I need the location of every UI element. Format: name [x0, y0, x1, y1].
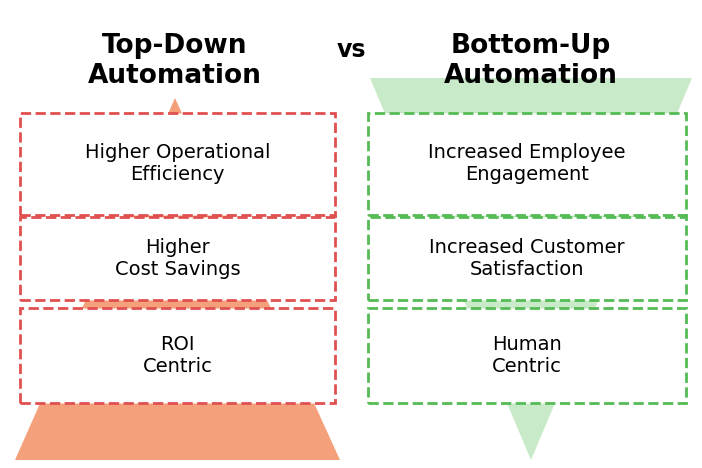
Bar: [20, 113, 335, 215]
Text: Increased Customer
Satisfaction: Increased Customer Satisfaction: [429, 238, 625, 279]
Text: Bottom-Up
Automation: Bottom-Up Automation: [444, 33, 618, 89]
Bar: [368, 217, 686, 300]
Bar: [368, 308, 686, 403]
Text: Higher Operational
Efficiency: Higher Operational Efficiency: [85, 144, 270, 184]
Text: Human
Centric: Human Centric: [492, 335, 562, 376]
Text: Top-Down
Automation: Top-Down Automation: [88, 33, 262, 89]
Text: vs: vs: [336, 38, 366, 62]
Bar: [368, 113, 686, 215]
Polygon shape: [370, 78, 692, 460]
Polygon shape: [15, 98, 340, 460]
Bar: [20, 217, 335, 300]
Text: ROI
Centric: ROI Centric: [143, 335, 213, 376]
Text: Increased Employee
Engagement: Increased Employee Engagement: [428, 144, 625, 184]
Text: Higher
Cost Savings: Higher Cost Savings: [114, 238, 240, 279]
Bar: [20, 308, 335, 403]
